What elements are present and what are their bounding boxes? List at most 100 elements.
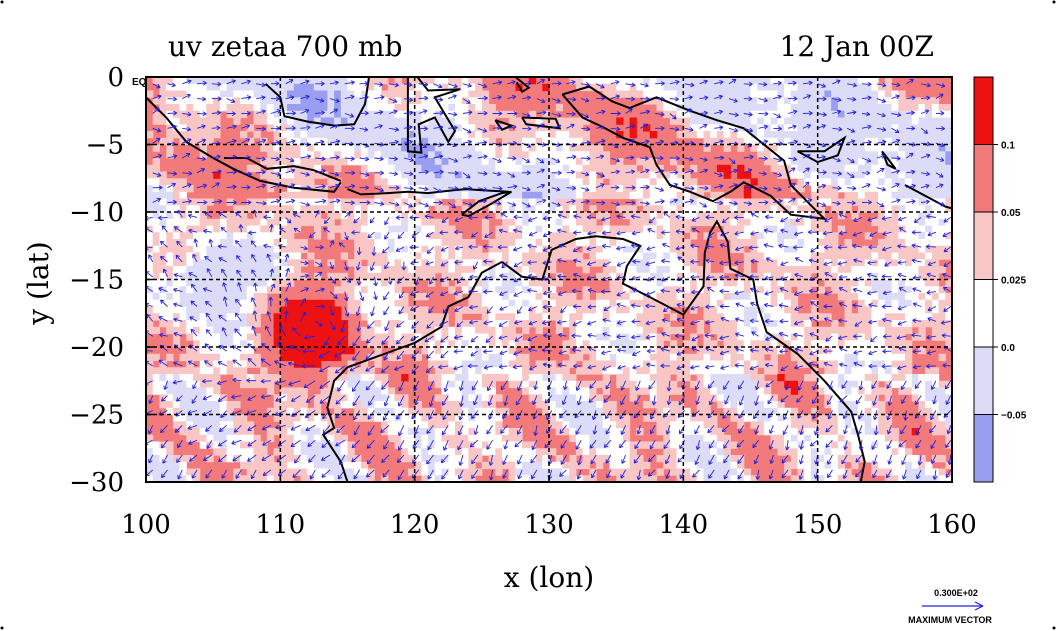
vorticity-cell (824, 137, 832, 146)
vorticity-cell (884, 117, 893, 125)
vorticity-cell (481, 144, 490, 152)
vorticity-cell (891, 347, 899, 355)
vorticity-cell (864, 137, 872, 146)
vorticity-cell (616, 259, 624, 267)
vorticity-cell (837, 401, 846, 409)
vorticity-cell (770, 137, 778, 146)
vorticity-cell (931, 252, 940, 260)
vorticity-cell (858, 191, 866, 200)
vorticity-cell (683, 259, 691, 267)
vorticity-cell (381, 205, 389, 213)
vorticity-cell (609, 266, 617, 274)
vorticity-cell (884, 232, 893, 240)
vorticity-cell (414, 117, 422, 125)
vorticity-cell (233, 360, 241, 368)
vorticity-cell (602, 77, 610, 85)
vorticity-cell (502, 367, 510, 375)
vorticity-cell (307, 360, 315, 368)
vorticity-cell (582, 401, 590, 409)
vorticity-cell (421, 191, 429, 200)
vorticity-cell (260, 239, 268, 247)
vorticity-cell (287, 394, 295, 402)
vorticity-cell (589, 340, 597, 348)
vorticity-cell (703, 347, 711, 355)
vorticity-cell (508, 374, 516, 382)
vorticity-cell (710, 97, 718, 105)
vorticity-cell (696, 360, 705, 368)
vorticity-cell (851, 104, 859, 112)
vorticity-cell (461, 158, 469, 166)
vorticity-cell (931, 306, 940, 314)
vorticity-cell (918, 347, 926, 355)
vorticity-cell (172, 185, 181, 193)
vorticity-cell (858, 374, 866, 382)
vorticity-cell (468, 77, 476, 85)
vorticity-cell (273, 131, 281, 139)
vorticity-cell (401, 232, 409, 240)
vorticity-cell (441, 191, 449, 200)
vorticity-cell (320, 299, 328, 308)
vorticity-cell (475, 299, 483, 308)
vorticity-cell (374, 272, 382, 281)
vorticity-cell (266, 124, 275, 132)
vorticity-cell (569, 380, 577, 389)
vorticity-cell (669, 380, 678, 389)
vorticity-cell (226, 272, 234, 281)
vorticity-cell (266, 178, 275, 186)
vorticity-cell (488, 333, 496, 341)
vorticity-cell (186, 117, 194, 125)
vorticity-cell (790, 158, 799, 166)
vorticity-cell (575, 171, 584, 179)
vorticity-cell (905, 110, 913, 119)
vorticity-cell (636, 320, 644, 328)
vorticity-cell (347, 279, 355, 287)
vorticity-cell (911, 205, 919, 213)
vorticity-cell (575, 259, 584, 267)
vorticity-cell (502, 178, 510, 186)
vorticity-cell (172, 191, 181, 200)
vorticity-cell (743, 333, 752, 341)
vorticity-cell (831, 279, 839, 287)
vorticity-cell (441, 401, 449, 409)
vorticity-cell (233, 367, 241, 375)
vorticity-cell (858, 414, 866, 422)
vorticity-cell (609, 272, 617, 281)
vorticity-cell (340, 110, 349, 119)
vorticity-cell (448, 77, 456, 85)
vorticity-cell (669, 421, 678, 429)
vorticity-cell (763, 218, 772, 227)
vorticity-cell (730, 124, 738, 132)
vorticity-cell (730, 293, 738, 301)
vorticity-cell (824, 353, 832, 362)
vorticity-cell (609, 313, 617, 321)
vorticity-cell (313, 144, 322, 152)
vorticity-cell (535, 185, 543, 193)
vorticity-cell (703, 279, 711, 287)
vorticity-cell (246, 428, 255, 436)
vorticity-cell (246, 374, 255, 382)
vorticity-cell (690, 198, 698, 206)
vorticity-cell (374, 205, 382, 213)
vorticity-cell (166, 266, 174, 274)
vorticity-cell (434, 97, 443, 105)
vorticity-cell (804, 353, 812, 362)
vorticity-cell (455, 293, 463, 301)
vorticity-cell (146, 353, 154, 362)
vorticity-cell (515, 306, 523, 314)
vorticity-cell (905, 191, 913, 200)
vorticity-cell (313, 83, 322, 92)
vorticity-cell (743, 232, 752, 240)
vorticity-cell (374, 104, 382, 112)
vorticity-cell (401, 333, 409, 341)
vorticity-cell (246, 360, 255, 368)
vorticity-cell (434, 185, 443, 193)
vorticity-cell (455, 266, 463, 274)
vorticity-cell (287, 387, 295, 395)
vorticity-cell (226, 245, 234, 254)
vorticity-cell (891, 299, 899, 308)
vorticity-cell (784, 205, 792, 213)
vorticity-cell (347, 360, 355, 368)
vorticity-cell (629, 367, 637, 375)
vorticity-cell (179, 252, 187, 260)
vorticity-cell (159, 232, 167, 240)
